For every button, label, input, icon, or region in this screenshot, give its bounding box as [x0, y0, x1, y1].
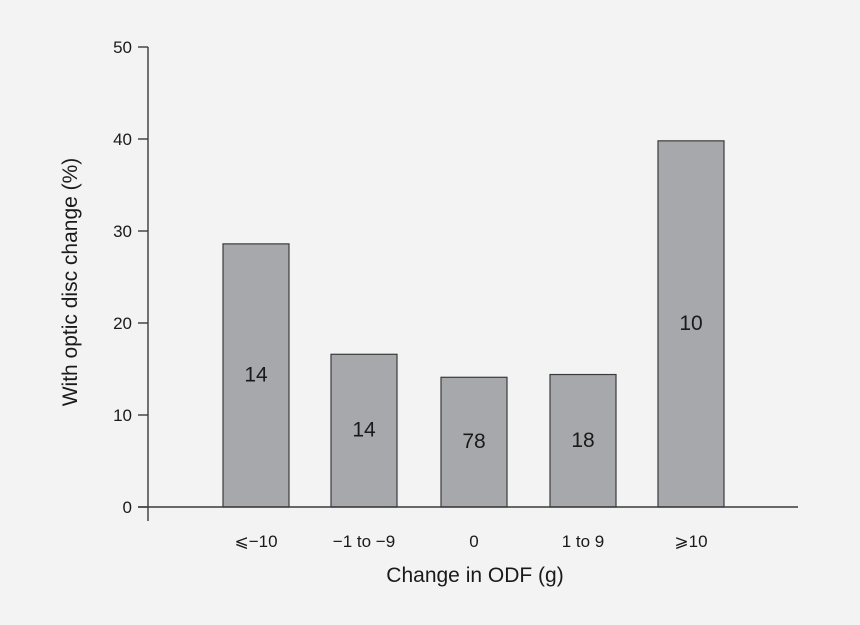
bar — [330, 353, 398, 508]
axes — [138, 47, 798, 521]
y-tick-label: 40 — [113, 130, 132, 149]
bar — [222, 243, 290, 508]
bar — [440, 376, 508, 508]
x-tick-label: 1 to 9 — [562, 532, 605, 551]
x-tick-label: −1 to −9 — [333, 532, 395, 551]
bars: 14 14 78 18 10 — [222, 140, 725, 508]
y-tick-label: 0 — [123, 498, 132, 517]
y-axis-title: With optic disc change (%) — [59, 158, 82, 407]
y-ticks: 0 10 20 30 40 50 — [113, 38, 148, 517]
bar-data-label: 14 — [244, 363, 268, 386]
bar-data-label: 14 — [352, 419, 376, 442]
y-tick-label: 10 — [113, 406, 132, 425]
bar-data-label: 10 — [679, 312, 702, 335]
y-tick-label: 30 — [113, 222, 132, 241]
bar — [657, 140, 725, 508]
bar-data-label: 18 — [571, 429, 594, 452]
bar — [549, 373, 617, 508]
x-tick-label: ⩽−10 — [234, 532, 277, 551]
x-axis-title: Change in ODF (g) — [386, 564, 563, 587]
x-tick-label: 0 — [469, 532, 478, 551]
x-tick-label: ⩾10 — [674, 532, 707, 551]
bar-data-label: 78 — [462, 430, 485, 453]
x-tick-labels: ⩽−10 −1 to −9 0 1 to 9 ⩾10 — [234, 532, 707, 551]
y-tick-label: 50 — [113, 38, 132, 57]
y-tick-label: 20 — [113, 314, 132, 333]
